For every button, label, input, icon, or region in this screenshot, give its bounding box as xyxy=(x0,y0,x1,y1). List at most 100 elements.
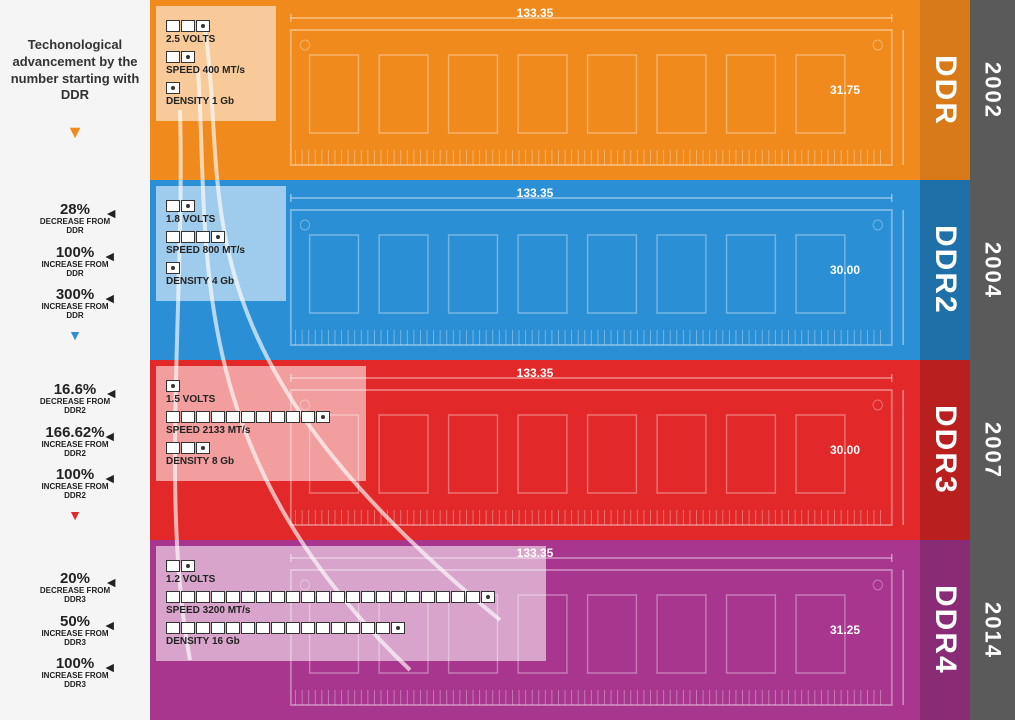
pct-label-2: DDR2 xyxy=(41,450,108,459)
generation-name: DDR xyxy=(928,55,962,126)
year-text: 2007 xyxy=(980,422,1006,479)
pct-block: ◄ 100% INCREASE FROM DDR xyxy=(41,244,108,279)
arrow-left-icon: ◄ xyxy=(103,617,117,633)
pct-value: 50% xyxy=(41,613,108,630)
speed-label: SPEED 2133 MT/s xyxy=(166,425,356,436)
ram-panel: 133.35 31.75 2.5 VOLTS SPEED 400 MT/s DE… xyxy=(150,0,920,180)
ram-panel: 133.35 31.25 1.2 VOLTS SPEED 3200 MT/s D… xyxy=(150,540,920,720)
pct-block: ◄ 50% INCREASE FROM DDR3 xyxy=(41,613,108,648)
dimension-height: 31.75 xyxy=(830,83,860,97)
spec-volts: 1.2 VOLTS xyxy=(166,560,536,585)
spec-density: DENSITY 16 Gb xyxy=(166,622,536,647)
pct-label-2: DDR3 xyxy=(40,596,110,605)
generation-name: DDR3 xyxy=(928,405,962,495)
arrow-down-icon: ▼ xyxy=(68,327,82,343)
ram-panel: 133.35 30.00 1.5 VOLTS SPEED 2133 MT/s D… xyxy=(150,360,920,540)
pct-value: 100% xyxy=(41,244,108,261)
infographic-container: Techonological advancement by the number… xyxy=(0,0,1015,720)
spec-density: DENSITY 8 Gb xyxy=(166,442,356,467)
year-column: 2002 xyxy=(970,0,1015,180)
pct-block: ◄ 166.62% INCREASE FROM DDR2 xyxy=(41,424,108,459)
pct-value: 100% xyxy=(41,655,108,672)
dimension-width: 133.35 xyxy=(517,6,554,20)
spec-density: DENSITY 4 Gb xyxy=(166,262,276,287)
arrow-left-icon: ◄ xyxy=(104,574,118,590)
pct-block: ◄ 100% INCREASE FROM DDR2 xyxy=(41,466,108,501)
density-label: DENSITY 4 Gb xyxy=(166,276,276,287)
spec-volts: 2.5 VOLTS xyxy=(166,20,266,45)
density-label: DENSITY 16 Gb xyxy=(166,636,536,647)
speed-label: SPEED 800 MT/s xyxy=(166,245,276,256)
arrow-down-icon: ▼ xyxy=(66,122,84,143)
density-label: DENSITY 8 Gb xyxy=(166,456,356,467)
ddr-row-ddr2: ◄ 28% DECREASE FROM DDR ◄ 100% INCREASE … xyxy=(0,180,1015,360)
arrow-left-icon: ◄ xyxy=(104,385,118,401)
year-text: 2004 xyxy=(980,242,1006,299)
dimension-height: 30.00 xyxy=(830,443,860,457)
pct-label-2: DDR2 xyxy=(40,407,110,416)
pct-value: 28% xyxy=(40,201,110,218)
pct-value: 100% xyxy=(41,466,108,483)
dimension-width: 133.35 xyxy=(517,186,554,200)
density-label: DENSITY 1 Gb xyxy=(166,96,266,107)
generation-name-column: DDR xyxy=(920,0,970,180)
pct-value: 166.62% xyxy=(41,424,108,441)
year-text: 2002 xyxy=(980,62,1006,119)
arrow-left-icon: ◄ xyxy=(103,428,117,444)
arrow-left-icon: ◄ xyxy=(104,205,118,221)
spec-speed: SPEED 800 MT/s xyxy=(166,231,276,256)
ddr-row-ddr: Techonological advancement by the number… xyxy=(0,0,1015,180)
ram-panel: 133.35 30.00 1.8 VOLTS SPEED 800 MT/s DE… xyxy=(150,180,920,360)
arrow-left-icon: ◄ xyxy=(103,470,117,486)
ddr-row-ddr4: ◄ 20% DECREASE FROM DDR3 ◄ 50% INCREASE … xyxy=(0,540,1015,720)
spec-box: 2.5 VOLTS SPEED 400 MT/s DENSITY 1 Gb xyxy=(156,6,276,121)
left-column: ◄ 20% DECREASE FROM DDR3 ◄ 50% INCREASE … xyxy=(0,540,150,720)
pct-label-2: DDR3 xyxy=(41,639,108,648)
left-column: ◄ 28% DECREASE FROM DDR ◄ 100% INCREASE … xyxy=(0,180,150,360)
speed-label: SPEED 400 MT/s xyxy=(166,65,266,76)
dimension-height: 30.00 xyxy=(830,263,860,277)
year-column: 2014 xyxy=(970,540,1015,720)
arrow-left-icon: ◄ xyxy=(103,659,117,675)
pct-label-2: DDR3 xyxy=(41,681,108,690)
spec-box: 1.8 VOLTS SPEED 800 MT/s DENSITY 4 Gb xyxy=(156,186,286,301)
pct-value: 300% xyxy=(41,286,108,303)
year-text: 2014 xyxy=(980,602,1006,659)
spec-box: 1.5 VOLTS SPEED 2133 MT/s DENSITY 8 Gb xyxy=(156,366,366,481)
year-column: 2007 xyxy=(970,360,1015,540)
pct-label-2: DDR xyxy=(41,270,108,279)
generation-name-column: DDR4 xyxy=(920,540,970,720)
dimension-width: 133.35 xyxy=(517,366,554,380)
spec-speed: SPEED 400 MT/s xyxy=(166,51,266,76)
pct-label-2: DDR xyxy=(41,312,108,321)
volts-label: 1.2 VOLTS xyxy=(166,574,536,585)
generation-name-column: DDR3 xyxy=(920,360,970,540)
pct-block: ◄ 300% INCREASE FROM DDR xyxy=(41,286,108,321)
arrow-left-icon: ◄ xyxy=(103,290,117,306)
pct-block: ◄ 28% DECREASE FROM DDR xyxy=(40,201,110,236)
pct-value: 16.6% xyxy=(40,381,110,398)
left-column: ◄ 16.6% DECREASE FROM DDR2 ◄ 166.62% INC… xyxy=(0,360,150,540)
pct-block: ◄ 16.6% DECREASE FROM DDR2 xyxy=(40,381,110,416)
volts-label: 1.5 VOLTS xyxy=(166,394,356,405)
spec-box: 1.2 VOLTS SPEED 3200 MT/s DENSITY 16 Gb xyxy=(156,546,546,661)
generation-name-column: DDR2 xyxy=(920,180,970,360)
arrow-down-icon: ▼ xyxy=(68,507,82,523)
generation-name: DDR4 xyxy=(928,585,962,675)
left-column: Techonological advancement by the number… xyxy=(0,0,150,180)
pct-label-2: DDR xyxy=(40,227,110,236)
pct-block: ◄ 20% DECREASE FROM DDR3 xyxy=(40,570,110,605)
intro-text: Techonological advancement by the number… xyxy=(8,37,142,105)
spec-speed: SPEED 2133 MT/s xyxy=(166,411,356,436)
pct-block: ◄ 100% INCREASE FROM DDR3 xyxy=(41,655,108,690)
spec-volts: 1.5 VOLTS xyxy=(166,380,356,405)
speed-label: SPEED 3200 MT/s xyxy=(166,605,536,616)
volts-label: 2.5 VOLTS xyxy=(166,34,266,45)
arrow-left-icon: ◄ xyxy=(103,248,117,264)
pct-value: 20% xyxy=(40,570,110,587)
ddr-row-ddr3: ◄ 16.6% DECREASE FROM DDR2 ◄ 166.62% INC… xyxy=(0,360,1015,540)
spec-volts: 1.8 VOLTS xyxy=(166,200,276,225)
generation-name: DDR2 xyxy=(928,225,962,315)
dimension-height: 31.25 xyxy=(830,623,860,637)
volts-label: 1.8 VOLTS xyxy=(166,214,276,225)
